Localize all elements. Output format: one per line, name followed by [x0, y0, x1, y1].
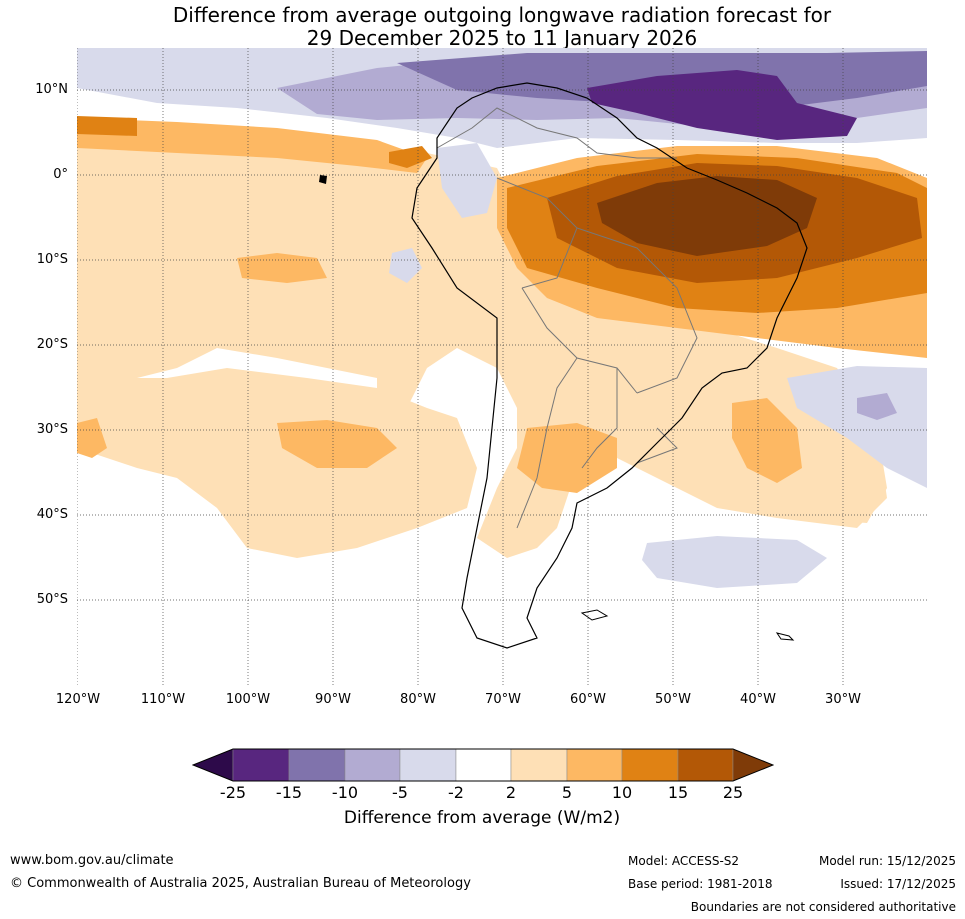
colorbar-tick-minus25: -25	[219, 783, 247, 802]
footer-copyright: © Commonwealth of Australia 2025, Austra…	[10, 876, 471, 891]
colorbar-tick-5: 5	[561, 783, 573, 802]
lon-label-40w: 40°W	[740, 692, 776, 707]
south-america-coastline	[411, 82, 808, 649]
chart-title: Difference from average outgoing longwav…	[77, 4, 927, 50]
colorbar-tick-2: 2	[505, 783, 517, 802]
anomaly-region-light-orange-south	[77, 368, 477, 558]
south-georgia	[775, 632, 795, 641]
anomaly-region-pale-purple-south-atlantic	[787, 366, 927, 488]
anomaly-region-darkest-brown	[597, 176, 817, 256]
anomaly-region-pale-purple-andes	[437, 143, 497, 218]
anomaly-region-pale-purple-southern	[642, 536, 827, 588]
footer-model: Model: ACCESS-S2	[628, 854, 740, 868]
colorbar-segment-1	[232, 748, 290, 782]
map-svg	[77, 48, 927, 685]
colorbar-segment-3	[344, 748, 401, 782]
anomaly-region-orange-southpac	[77, 418, 107, 458]
lat-label-10n: 10°N	[35, 82, 68, 97]
lon-label-110w: 110°W	[140, 692, 186, 707]
colorbar-title: Difference from average (W/m2)	[343, 808, 621, 828]
galapagos	[319, 175, 327, 184]
anomaly-region-orange-north	[77, 118, 427, 173]
footer-issued: Issued: 17/12/2025	[840, 877, 956, 891]
anomaly-region-orange-atlantic	[732, 398, 802, 483]
lon-label-120w: 120°W	[55, 692, 101, 707]
title-line-1: Difference from average outgoing longwav…	[172, 3, 832, 27]
colorbar-outline	[191, 748, 775, 782]
colorbar-tick-minus5: -5	[392, 783, 408, 802]
colorbar-segment-10	[732, 748, 774, 782]
anomaly-region-light-orange	[77, 130, 887, 558]
anomaly-region-orange-pacific-2	[277, 420, 397, 468]
lat-label-50s: 50°S	[36, 592, 68, 607]
colorbar-segment-2	[288, 748, 346, 782]
anomaly-region-pale-purple-pacific	[389, 248, 422, 283]
colorbar-segment-9	[677, 748, 734, 782]
lon-label-70w: 70°W	[485, 692, 521, 707]
colorbar-segment-5	[455, 748, 512, 782]
colorbar-segment-8	[621, 748, 679, 782]
colorbar-tick-15: 15	[667, 783, 689, 802]
lon-label-50w: 50°W	[655, 692, 691, 707]
lat-label-40s: 40°S	[36, 507, 68, 522]
anomaly-region-purple-south-atlantic	[857, 393, 897, 420]
colorbar-svg	[191, 748, 775, 782]
graticule	[77, 48, 927, 685]
footer-base-period: Base period: 1981-2018	[628, 877, 773, 891]
anomaly-region-dark-orange-north	[77, 116, 137, 136]
lon-label-90w: 90°W	[315, 692, 351, 707]
colorbar-segment-0	[192, 748, 234, 782]
lat-label-20s: 20°S	[36, 337, 68, 352]
footer-model-run: Model run: 15/12/2025	[818, 854, 956, 868]
lat-label-30s: 30°S	[36, 422, 68, 437]
colorbar-segment-4	[399, 748, 457, 782]
anomaly-region-deep-purple-north	[587, 70, 857, 140]
lon-label-80w: 80°W	[400, 692, 436, 707]
colorbar-tick-minus15: -15	[275, 783, 303, 802]
colorbar	[191, 748, 775, 786]
colorbar-tick-10: 10	[611, 783, 633, 802]
colorbar-tick-minus10: -10	[331, 783, 359, 802]
lat-label-0: 0°	[53, 167, 68, 182]
falklands	[580, 609, 609, 621]
lon-label-30w: 30°W	[825, 692, 861, 707]
colorbar-tick-minus2: -2	[448, 783, 464, 802]
colorbar-segment-6	[510, 748, 568, 782]
anomaly-region-dark-orange-coast	[389, 146, 432, 168]
anomaly-region-orange-pacific-1	[237, 253, 327, 283]
lon-label-60w: 60°W	[570, 692, 606, 707]
anomaly-region-orange-argentina	[517, 423, 617, 493]
footer-disclaimer: Boundaries are not considered authoritat…	[690, 900, 956, 914]
title-line-2: 29 December 2025 to 11 January 2026	[306, 26, 698, 50]
colorbar-segment-7	[566, 748, 623, 782]
footer-website: www.bom.gov.au/climate	[10, 853, 174, 868]
lon-label-100w: 100°W	[225, 692, 271, 707]
lat-label-10s: 10°S	[36, 252, 68, 267]
country-borders	[436, 107, 698, 529]
forecast-map	[77, 48, 927, 685]
colorbar-tick-25: 25	[722, 783, 744, 802]
